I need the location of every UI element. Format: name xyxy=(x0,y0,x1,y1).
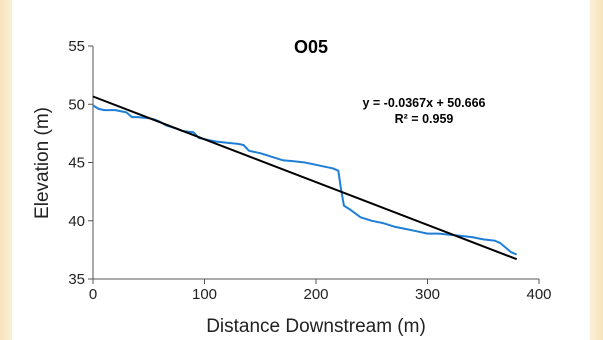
regression-equation: y = -0.0367x + 50.666 xyxy=(362,96,485,110)
y-tick-label: 45 xyxy=(68,155,85,172)
ticks: 0 100 200 300 400 35 40 45 50 55 xyxy=(68,38,551,303)
x-tick-label: 100 xyxy=(192,286,217,303)
elevation-profile-line xyxy=(92,104,518,256)
axes xyxy=(92,46,539,280)
y-tick-label: 50 xyxy=(68,96,85,113)
chart-title: O05 xyxy=(294,37,328,57)
x-tick-label: 400 xyxy=(526,286,551,303)
y-axis-title: Elevation (m) xyxy=(32,107,53,219)
y-tick-label: 40 xyxy=(68,213,85,230)
x-tick-label: 200 xyxy=(303,286,328,303)
x-axis-title: Distance Downstream (m) xyxy=(206,316,426,337)
elevation-chart: 0 100 200 300 400 35 40 45 50 55 O05 y = -0.0367x… xyxy=(32,37,552,337)
chart-panel: 0 100 200 300 400 35 40 45 50 55 O05 y = -0.0367x… xyxy=(12,0,590,340)
x-tick-label: 0 xyxy=(89,286,97,303)
series-group xyxy=(92,95,518,261)
y-tick-label: 55 xyxy=(68,38,85,55)
r-squared-label: R² = 0.959 xyxy=(395,112,454,126)
trend-line xyxy=(92,95,518,261)
x-tick-label: 300 xyxy=(415,286,440,303)
y-tick-label: 35 xyxy=(68,271,85,288)
